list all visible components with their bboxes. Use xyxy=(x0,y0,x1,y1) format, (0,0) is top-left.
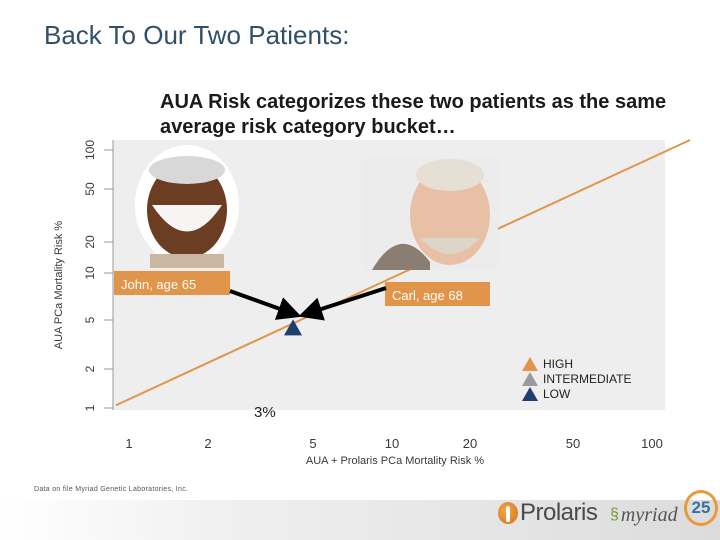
series-line xyxy=(115,139,691,407)
y-tick-label: 50 xyxy=(83,182,97,196)
legend-label-low: LOW xyxy=(543,386,571,401)
x-tick-label: 100 xyxy=(641,436,663,451)
y-tick-label: 10 xyxy=(83,266,97,280)
x-tick-label: 50 xyxy=(566,436,580,451)
myriad-wordmark: myriad xyxy=(620,503,678,526)
y-axis-label: AUA PCa Mortality Risk % xyxy=(53,221,65,350)
legend-item-high: HIGH xyxy=(522,356,631,371)
y-tick-label: 2 xyxy=(83,365,97,372)
john-arrow xyxy=(229,289,302,320)
triangle-icon xyxy=(522,356,538,371)
legend: HIGH INTERMEDIATE LOW xyxy=(522,356,631,401)
x-axis-label: AUA + Prolaris PCa Mortality Risk % xyxy=(306,455,484,467)
john-label: John, age 65 xyxy=(121,277,196,292)
john-callout-box xyxy=(114,271,230,295)
y-tick-label: 20 xyxy=(83,235,97,249)
myriad-logo: § myriad xyxy=(610,500,678,530)
x-tick-label: 2 xyxy=(204,436,211,451)
anniversary-logo: 25 xyxy=(684,490,718,526)
x-tick-label: 10 xyxy=(385,436,399,451)
legend-item-intermediate: INTERMEDIATE xyxy=(522,371,631,386)
triangle-icon xyxy=(522,386,538,401)
y-tick-label: 100 xyxy=(83,140,97,160)
y-tick-label: 5 xyxy=(83,316,97,323)
carl-arrow xyxy=(298,286,387,321)
y-tick-group: 1 2 5 10 20 50 100 xyxy=(83,140,113,411)
slide-headline: AUA Risk categorizes these two patients … xyxy=(160,91,667,138)
x-tick-group: 1 2 5 10 20 50 100 xyxy=(125,436,662,451)
carl-label: Carl, age 68 xyxy=(392,288,463,303)
value-label: 3% xyxy=(254,404,276,421)
prolaris-wordmark: Prolaris xyxy=(520,499,598,526)
x-tick-label: 20 xyxy=(463,436,477,451)
slide-title: Back To Our Two Patients: xyxy=(44,20,350,50)
legend-label-intermediate: INTERMEDIATE xyxy=(543,371,632,386)
prolaris-icon xyxy=(498,502,518,524)
legend-item-low: LOW xyxy=(522,386,631,401)
myriad-helix-icon: § xyxy=(610,506,619,523)
x-tick-label: 1 xyxy=(125,436,132,451)
y-tick-label: 1 xyxy=(83,404,97,411)
photo-john xyxy=(135,145,239,268)
x-tick-label: 5 xyxy=(309,436,316,451)
risk-marker-low xyxy=(284,319,303,336)
triangle-icon xyxy=(522,371,538,386)
legend-label-high: HIGH xyxy=(543,356,573,371)
footnote: Data on file Myriad Genetic Laboratories… xyxy=(34,486,189,493)
carl-callout-box xyxy=(385,282,490,306)
photo-carl xyxy=(362,158,498,270)
prolaris-logo: Prolaris xyxy=(498,499,598,527)
footer-bar xyxy=(0,500,720,540)
